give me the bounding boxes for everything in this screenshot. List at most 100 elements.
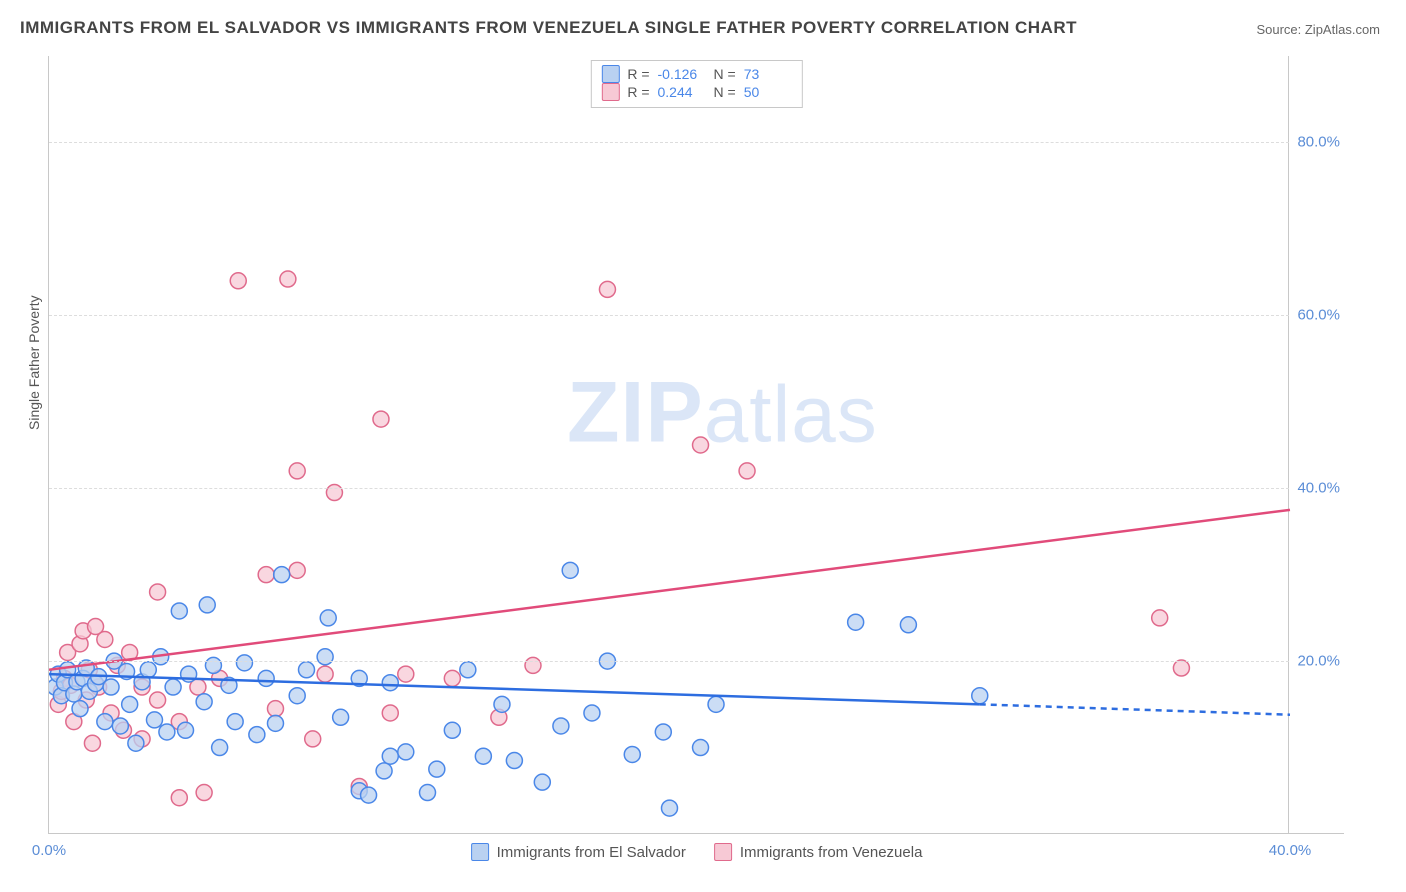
trend-line-dash-el_salvador <box>980 704 1290 714</box>
legend-bottom-swatch-1 <box>714 843 732 861</box>
y-tick-label: 20.0% <box>1297 653 1340 670</box>
data-point-venezuela <box>267 701 283 717</box>
data-point-el_salvador <box>900 617 916 633</box>
data-point-el_salvador <box>420 785 436 801</box>
data-point-venezuela <box>289 463 305 479</box>
x-tick-label: 0.0% <box>32 842 66 859</box>
legend-stats-row-0: R = -0.126 N = 73 <box>601 65 791 83</box>
data-point-el_salvador <box>382 748 398 764</box>
data-point-el_salvador <box>227 714 243 730</box>
legend-stats-box: R = -0.126 N = 73 R = 0.244 N = 50 <box>590 60 802 108</box>
data-point-venezuela <box>196 785 212 801</box>
data-point-el_salvador <box>848 614 864 630</box>
data-point-el_salvador <box>534 774 550 790</box>
source-attribution: Source: ZipAtlas.com <box>1256 22 1380 37</box>
data-point-el_salvador <box>333 709 349 725</box>
data-point-el_salvador <box>444 722 460 738</box>
data-point-el_salvador <box>693 740 709 756</box>
data-point-venezuela <box>97 632 113 648</box>
data-point-el_salvador <box>376 763 392 779</box>
data-point-el_salvador <box>398 744 414 760</box>
legend-item-1: Immigrants from Venezuela <box>714 843 923 861</box>
data-point-venezuela <box>1152 610 1168 626</box>
legend-swatch-0 <box>601 65 619 83</box>
data-point-el_salvador <box>289 688 305 704</box>
legend-bottom-label-0: Immigrants from El Salvador <box>497 844 686 861</box>
data-point-venezuela <box>289 562 305 578</box>
data-point-el_salvador <box>382 675 398 691</box>
data-point-el_salvador <box>165 679 181 695</box>
data-point-venezuela <box>150 584 166 600</box>
trend-line-el_salvador <box>49 674 980 704</box>
data-point-el_salvador <box>299 662 315 678</box>
stat-r-label-1: R = <box>627 84 649 100</box>
data-point-el_salvador <box>624 746 640 762</box>
data-point-el_salvador <box>72 701 88 717</box>
data-point-el_salvador <box>655 724 671 740</box>
stat-n-label-1: N = <box>714 84 736 100</box>
data-point-el_salvador <box>267 715 283 731</box>
data-point-venezuela <box>599 281 615 297</box>
y-tick-label: 40.0% <box>1297 480 1340 497</box>
data-point-el_salvador <box>196 694 212 710</box>
stat-r-label-0: R = <box>627 66 649 82</box>
data-point-venezuela <box>693 437 709 453</box>
data-point-el_salvador <box>112 718 128 734</box>
data-point-el_salvador <box>553 718 569 734</box>
gridline-h <box>49 661 1289 662</box>
data-point-venezuela <box>398 666 414 682</box>
data-point-el_salvador <box>361 787 377 803</box>
data-point-el_salvador <box>460 662 476 678</box>
y-axis-label: Single Father Poverty <box>26 295 42 430</box>
stat-r-val-0: -0.126 <box>658 66 706 82</box>
data-point-venezuela <box>258 567 274 583</box>
data-point-el_salvador <box>122 696 138 712</box>
data-point-venezuela <box>382 705 398 721</box>
data-point-el_salvador <box>429 761 445 777</box>
x-tick-label: 40.0% <box>1269 842 1312 859</box>
data-point-venezuela <box>444 670 460 686</box>
data-point-el_salvador <box>317 649 333 665</box>
gridline-h <box>49 142 1289 143</box>
data-point-el_salvador <box>320 610 336 626</box>
data-point-venezuela <box>84 735 100 751</box>
gridline-h <box>49 315 1289 316</box>
data-point-venezuela <box>525 657 541 673</box>
data-point-el_salvador <box>97 714 113 730</box>
data-point-venezuela <box>280 271 296 287</box>
data-point-venezuela <box>305 731 321 747</box>
y-tick-label: 60.0% <box>1297 307 1340 324</box>
data-point-el_salvador <box>258 670 274 686</box>
data-point-el_salvador <box>662 800 678 816</box>
data-point-el_salvador <box>274 567 290 583</box>
chart-svg <box>49 56 1345 834</box>
data-point-el_salvador <box>171 603 187 619</box>
data-point-venezuela <box>739 463 755 479</box>
data-point-el_salvador <box>205 657 221 673</box>
data-point-el_salvador <box>506 753 522 769</box>
gridline-h <box>49 488 1289 489</box>
stat-n-val-0: 73 <box>744 66 792 82</box>
data-point-venezuela <box>230 273 246 289</box>
data-point-el_salvador <box>972 688 988 704</box>
data-point-el_salvador <box>584 705 600 721</box>
legend-bottom-label-1: Immigrants from Venezuela <box>740 844 923 861</box>
data-point-el_salvador <box>140 662 156 678</box>
data-point-el_salvador <box>199 597 215 613</box>
stat-n-label-0: N = <box>714 66 736 82</box>
data-point-el_salvador <box>562 562 578 578</box>
stat-r-val-1: 0.244 <box>658 84 706 100</box>
data-point-el_salvador <box>159 724 175 740</box>
data-point-venezuela <box>317 666 333 682</box>
stat-n-val-1: 50 <box>744 84 792 100</box>
legend-item-0: Immigrants from El Salvador <box>471 843 686 861</box>
legend-swatch-1 <box>601 83 619 101</box>
legend-stats-row-1: R = 0.244 N = 50 <box>601 83 791 101</box>
chart-title: IMMIGRANTS FROM EL SALVADOR VS IMMIGRANT… <box>20 18 1077 38</box>
data-point-el_salvador <box>494 696 510 712</box>
data-point-el_salvador <box>178 722 194 738</box>
legend-bottom: Immigrants from El Salvador Immigrants f… <box>471 843 923 861</box>
data-point-el_salvador <box>128 735 144 751</box>
data-point-venezuela <box>373 411 389 427</box>
data-point-el_salvador <box>475 748 491 764</box>
